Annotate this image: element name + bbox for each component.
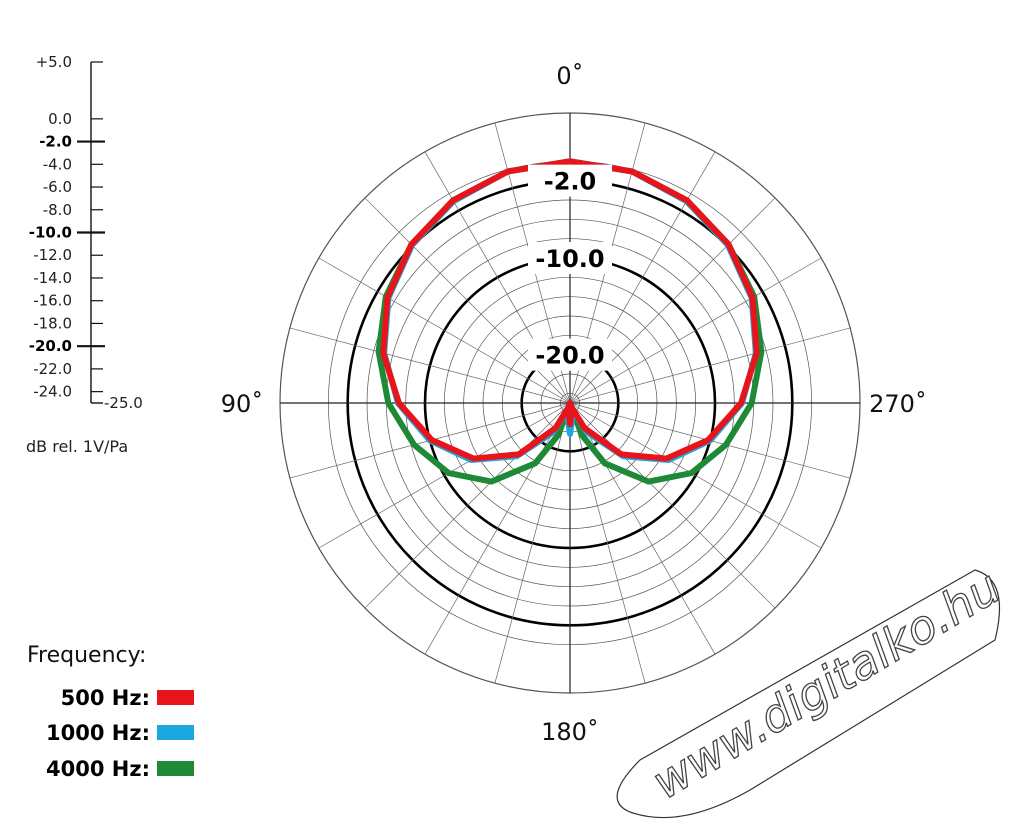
grid-spoke [364,402,571,609]
scale-tick-label: -2.0 [39,133,72,151]
scale-tick-label: -14.0 [33,269,72,287]
legend-swatch [157,725,194,740]
scale-tick-label: -12.0 [33,246,72,264]
grid-spoke [569,402,716,655]
angle-labels: 0˚ 90˚ 180˚ 270˚ [221,62,927,746]
scale-tick-label: -4.0 [43,155,72,173]
ring-label: -2.0 [544,168,596,196]
series-curve [380,158,760,462]
grid-spoke [569,402,776,609]
grid-spoke [424,402,571,655]
ring-label-bg [528,164,612,197]
grid-spoke [318,257,571,404]
units-label: dB rel. 1V/Pa [26,437,128,456]
scale-tick-label: -10.0 [29,224,72,242]
legend: Frequency: 500 Hz: 1000 Hz: 4000 Hz: [27,643,194,781]
polar-grid [279,112,861,694]
angle-label: 0˚ [556,62,583,90]
scale-tick-label: -24.0 [33,383,72,401]
legend-swatch [157,761,194,776]
angle-label: 90˚ [221,390,264,418]
legend-swatch [157,690,194,705]
ring-label-bg [528,338,612,371]
grid-spoke [569,327,851,404]
watermark-border [616,569,1001,819]
ring-label: -10.0 [535,245,604,273]
ring-labels: -2.0 -10.0 -20.0 [528,164,612,371]
scale-tick-label: +5.0 [36,53,72,71]
scale-tick-label: -20.0 [29,337,72,355]
grid-spoke [364,197,571,404]
grid-spoke [569,402,646,684]
angle-label: 270˚ [869,390,927,418]
legend-entry: 500 Hz: [61,686,150,710]
scale-tick-label: -16.0 [33,292,72,310]
legend-entry: 4000 Hz: [46,757,150,781]
grid-spoke [289,327,571,404]
grid-spoke [494,402,571,684]
scale-tick-label: -18.0 [33,314,72,332]
scale-tick-label: 0.0 [48,110,72,128]
scale-tick-label: -22.0 [33,360,72,378]
grid-spoke [569,257,822,404]
watermark-text: www.digitalko.hu [643,560,1010,810]
ring-label: -20.0 [535,342,604,370]
grid-spoke [569,197,776,404]
db-scale: +5.0 0.0 -2.0 -4.0 -6.0 -8.0 -10.0 -12.0 -14.0 -1… [29,53,143,412]
grid-spoke [318,402,571,549]
legend-title: Frequency: [27,643,146,668]
scale-tick-label: -6.0 [43,178,72,196]
scale-tick-label: -8.0 [43,201,72,219]
legend-entry: 1000 Hz: [46,721,150,745]
scale-tick-label: -25.0 [104,394,143,412]
ring-label-bg [528,242,612,274]
angle-label: 180˚ [541,718,599,746]
polar-curves [375,158,765,485]
grid-spoke [569,402,822,549]
